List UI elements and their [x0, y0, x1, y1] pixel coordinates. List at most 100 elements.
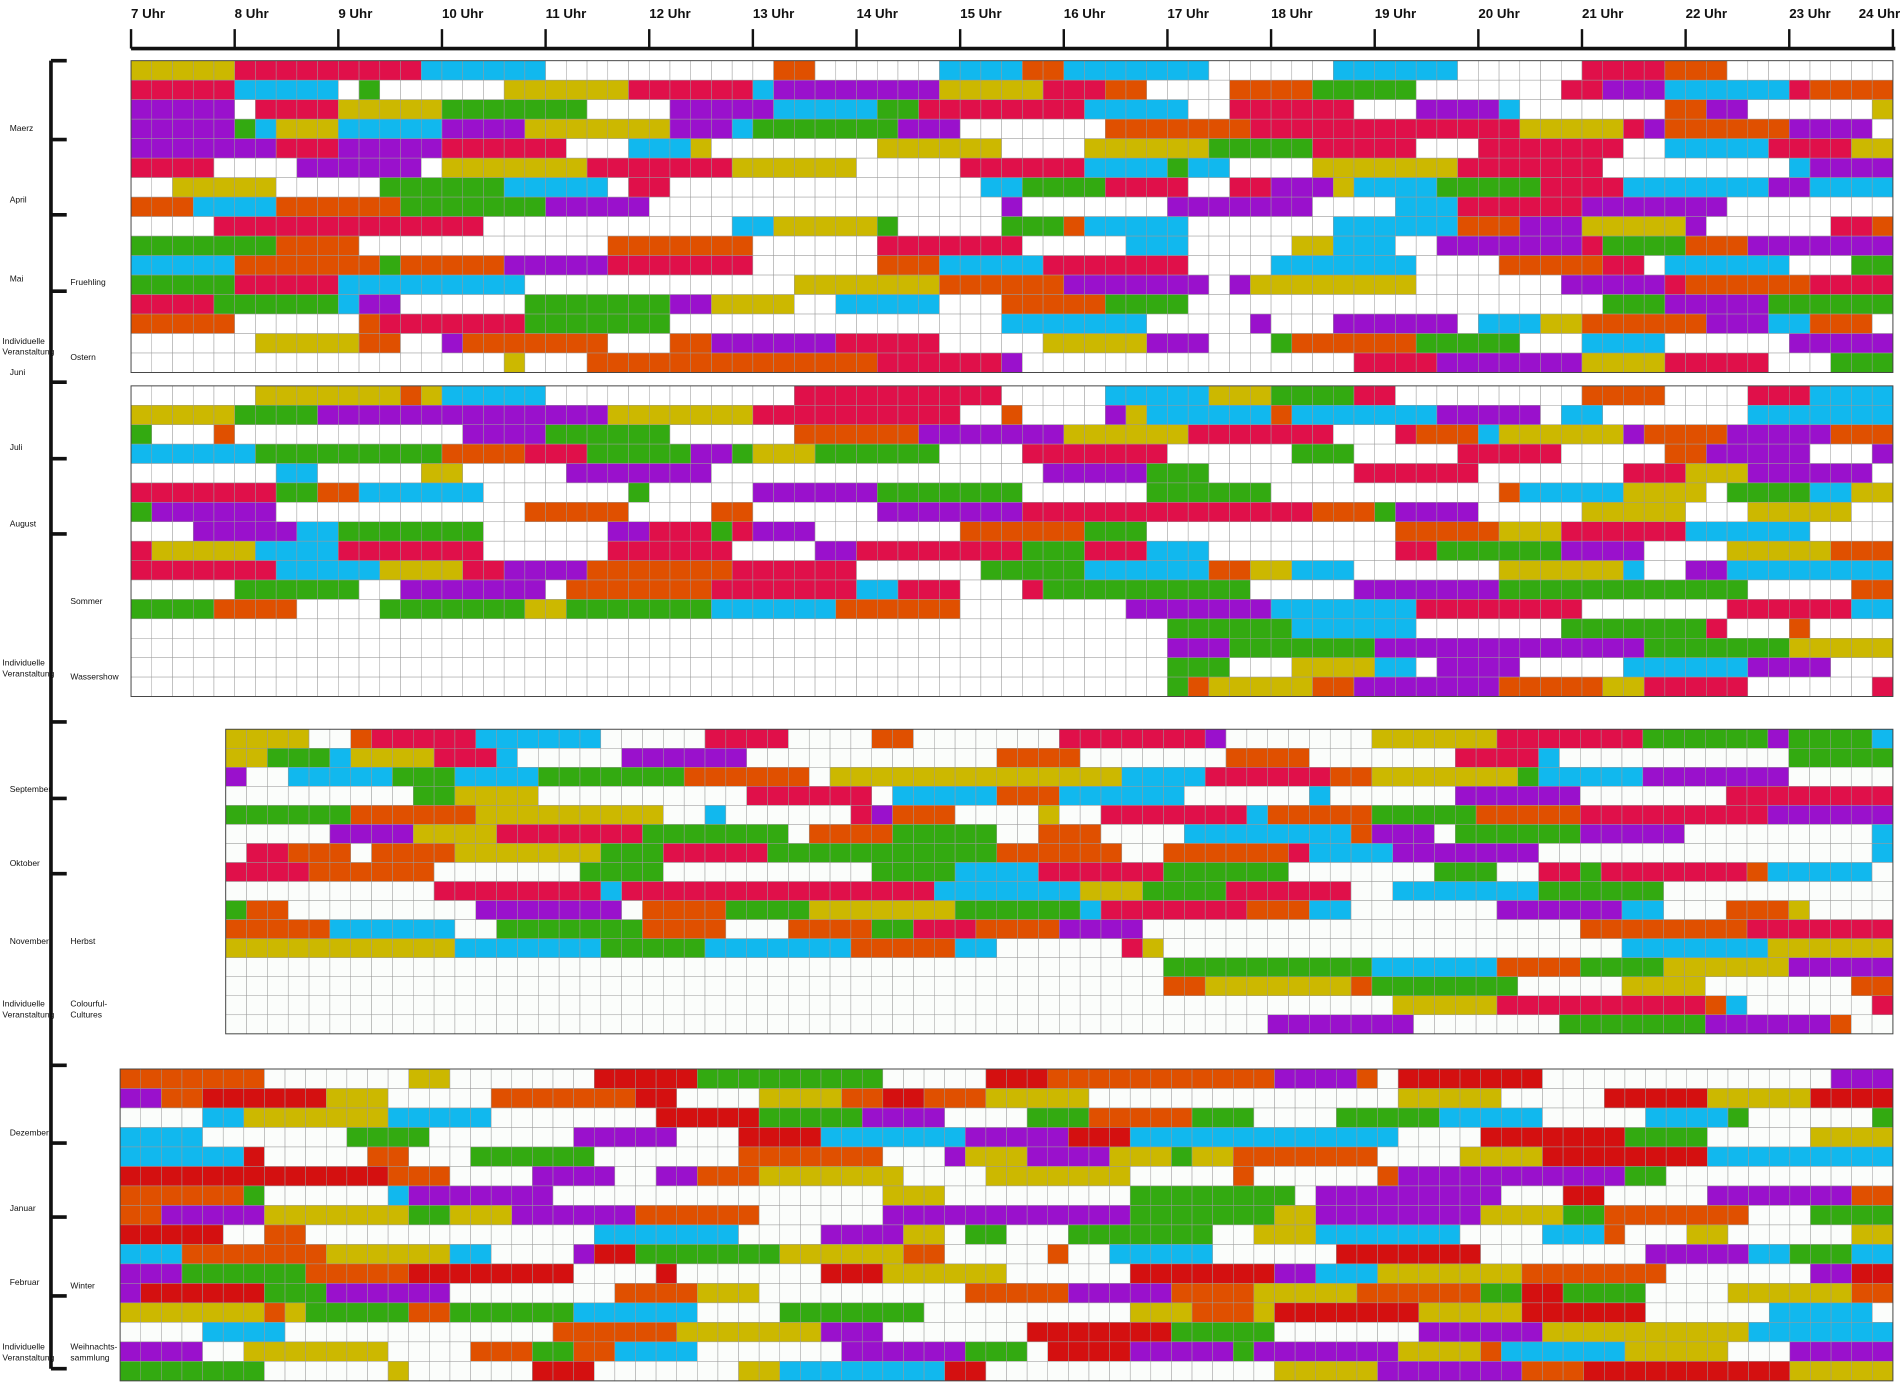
cell: [130, 294, 153, 315]
cell: [350, 900, 372, 920]
cell: [1294, 1107, 1316, 1128]
cell: [1830, 79, 1852, 100]
cell: [400, 255, 422, 276]
cell: [800, 1146, 822, 1167]
cell: [1851, 1224, 1873, 1245]
cell: [429, 1068, 451, 1089]
cell: [1309, 919, 1331, 939]
cell: [267, 919, 289, 939]
cell: [462, 676, 484, 697]
cell: [1561, 618, 1583, 639]
cell: [545, 540, 567, 561]
cell: [897, 274, 919, 295]
cell: [1436, 235, 1458, 256]
cell: [379, 99, 401, 120]
cell: [1872, 1107, 1894, 1128]
cell: [1288, 805, 1310, 825]
cell: [1768, 1068, 1791, 1089]
cell: [234, 177, 256, 198]
cell: [1315, 1244, 1337, 1265]
cell: [503, 443, 526, 464]
cell: [1395, 196, 1417, 217]
cell: [1475, 1014, 1498, 1035]
cell: [1353, 385, 1375, 406]
cell: [773, 463, 795, 484]
cell: [586, 333, 609, 354]
cell: [1457, 405, 1479, 425]
cell: [1229, 521, 1251, 542]
cell: [939, 521, 961, 542]
cell: [1851, 1205, 1873, 1226]
cell: [1602, 463, 1624, 484]
cell: [151, 352, 173, 373]
cell: [338, 294, 360, 315]
cell: [1871, 676, 1894, 697]
cell: [1664, 352, 1686, 373]
cell: [130, 333, 153, 354]
cell: [1333, 196, 1355, 217]
cell: [1830, 938, 1852, 958]
cell: [1084, 599, 1106, 620]
cell: [1747, 333, 1769, 354]
cell: [1600, 1014, 1623, 1035]
cell: [1042, 405, 1065, 425]
cell: [151, 235, 173, 256]
cell: [1810, 1224, 1832, 1245]
cell: [1371, 900, 1393, 920]
cell: [923, 1107, 945, 1128]
cell: [939, 177, 961, 198]
cell: [1726, 138, 1749, 159]
cell: [669, 540, 691, 561]
cell: [773, 138, 795, 159]
cell: [1538, 805, 1560, 825]
cell: [449, 1283, 471, 1304]
cell: [835, 196, 857, 217]
cell: [1312, 313, 1334, 334]
cell: [877, 99, 899, 120]
cell: [367, 1166, 389, 1187]
cell: [1208, 502, 1230, 523]
cell: [1229, 60, 1251, 81]
cell: [1706, 294, 1728, 315]
cell: [1623, 521, 1645, 542]
cell: [1748, 1107, 1770, 1128]
cell: [1105, 196, 1127, 217]
cell: [1809, 676, 1831, 697]
cell: [119, 1146, 141, 1167]
cell: [275, 274, 298, 295]
cell: [1167, 196, 1189, 217]
cell: [1746, 729, 1769, 749]
cell: [725, 881, 747, 901]
cell: [586, 157, 609, 178]
cell: [151, 177, 173, 198]
cell: [1475, 786, 1498, 806]
cell: [462, 599, 484, 620]
cell: [1100, 938, 1123, 958]
cell: [1413, 729, 1435, 749]
cell: [1851, 482, 1873, 503]
cell: [213, 560, 235, 581]
cell: [1436, 60, 1458, 81]
cell: [841, 1224, 863, 1245]
cell: [877, 138, 899, 159]
cell: [181, 1107, 203, 1128]
cell: [614, 1224, 636, 1245]
cell: [1374, 599, 1396, 620]
cell: [275, 482, 298, 503]
cell: [1208, 255, 1230, 276]
cell: [1333, 118, 1355, 139]
cell: [1809, 177, 1831, 198]
cell: [130, 255, 153, 276]
cell: [655, 1107, 677, 1128]
cell: [161, 1088, 183, 1109]
cell: [1392, 824, 1414, 844]
cell: [607, 676, 629, 697]
cell: [1789, 502, 1811, 523]
cell: [490, 1244, 513, 1265]
cell: [1125, 463, 1147, 484]
cell: [441, 79, 463, 100]
cell: [1519, 235, 1541, 256]
cell: [462, 138, 484, 159]
cell: [877, 463, 899, 484]
cell: [1581, 521, 1603, 542]
